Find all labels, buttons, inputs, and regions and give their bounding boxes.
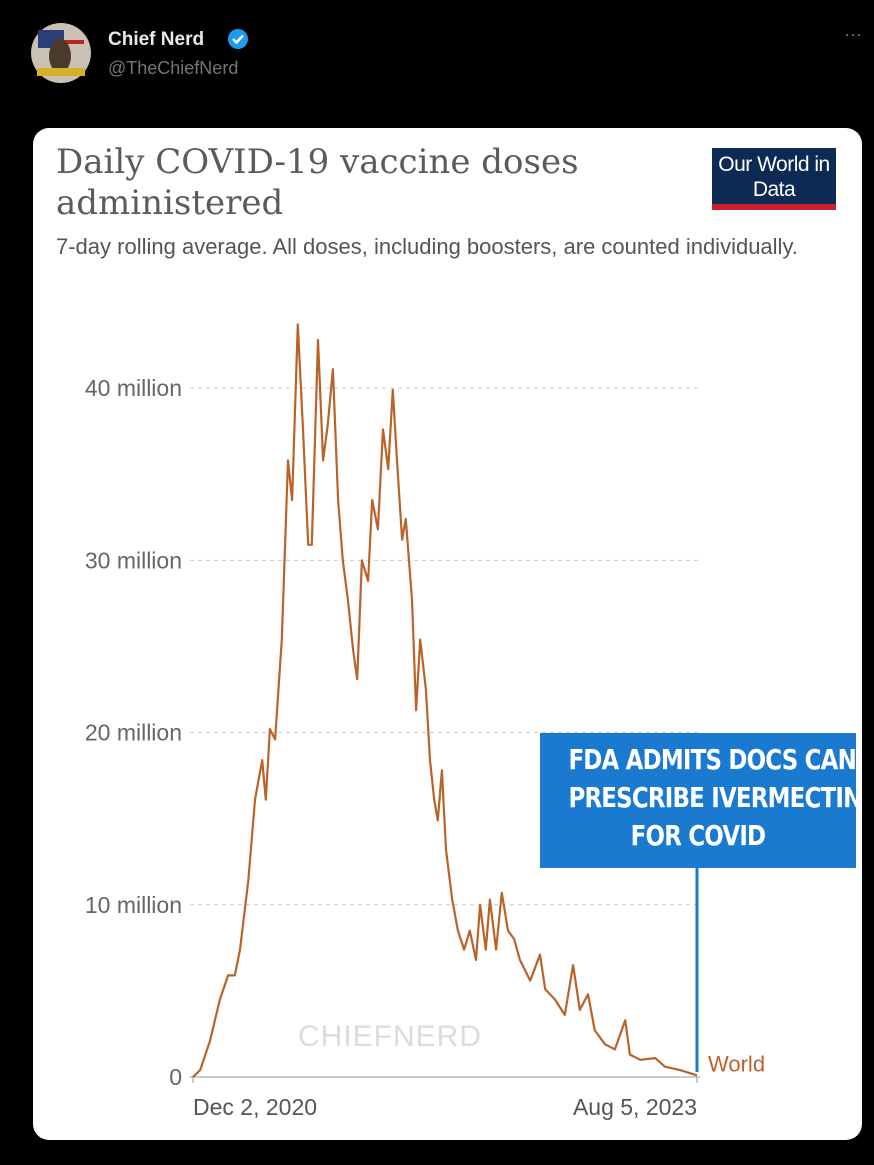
badge-check [232,34,244,45]
y-tick-label: 0 [169,1064,182,1090]
author-handle[interactable]: @TheChiefNerd [108,58,238,78]
source-logo: Our World in Data [712,148,836,210]
series-label: World [708,1051,765,1076]
annotation-box: FDA ADMITS DOCS CAN PRESCRIBE IVERMECTIN F… [540,733,862,868]
y-tick-label: 10 million [85,892,182,918]
more-button[interactable]: ··· [844,24,862,44]
chart-subtitle: 7-day rolling average. All doses, includ… [56,234,798,259]
y-tick-label: 20 million [85,720,182,746]
annotation-line: FOR COVID [630,819,766,852]
author-name[interactable]: Chief Nerd [108,29,204,50]
avatar-stripe [60,40,84,44]
y-tick-label: 40 million [85,375,182,401]
chart-card[interactable] [33,128,862,1140]
x-tick-label: Aug 5, 2023 [573,1094,697,1120]
avatar[interactable] [31,23,91,83]
verified-badge [228,29,248,49]
avatar-figure [49,39,71,73]
x-tick-label: Dec 2, 2020 [193,1094,317,1120]
series-line [192,323,698,1078]
badge-circle [228,29,248,49]
avatar-banner [37,68,85,76]
y-tick-label: 30 million [85,547,182,573]
watermark: CHIEFNERD [298,1020,482,1053]
annotation-line: FDA ADMITS DOCS CAN [568,743,857,776]
annotation-line: PRESCRIBE IVERMECTIN [568,781,862,814]
plot: 0 10 million 20 million 30 million 40 millio… [85,323,765,1120]
chart-title: Daily COVID-19 vaccine doses administere… [56,142,579,223]
